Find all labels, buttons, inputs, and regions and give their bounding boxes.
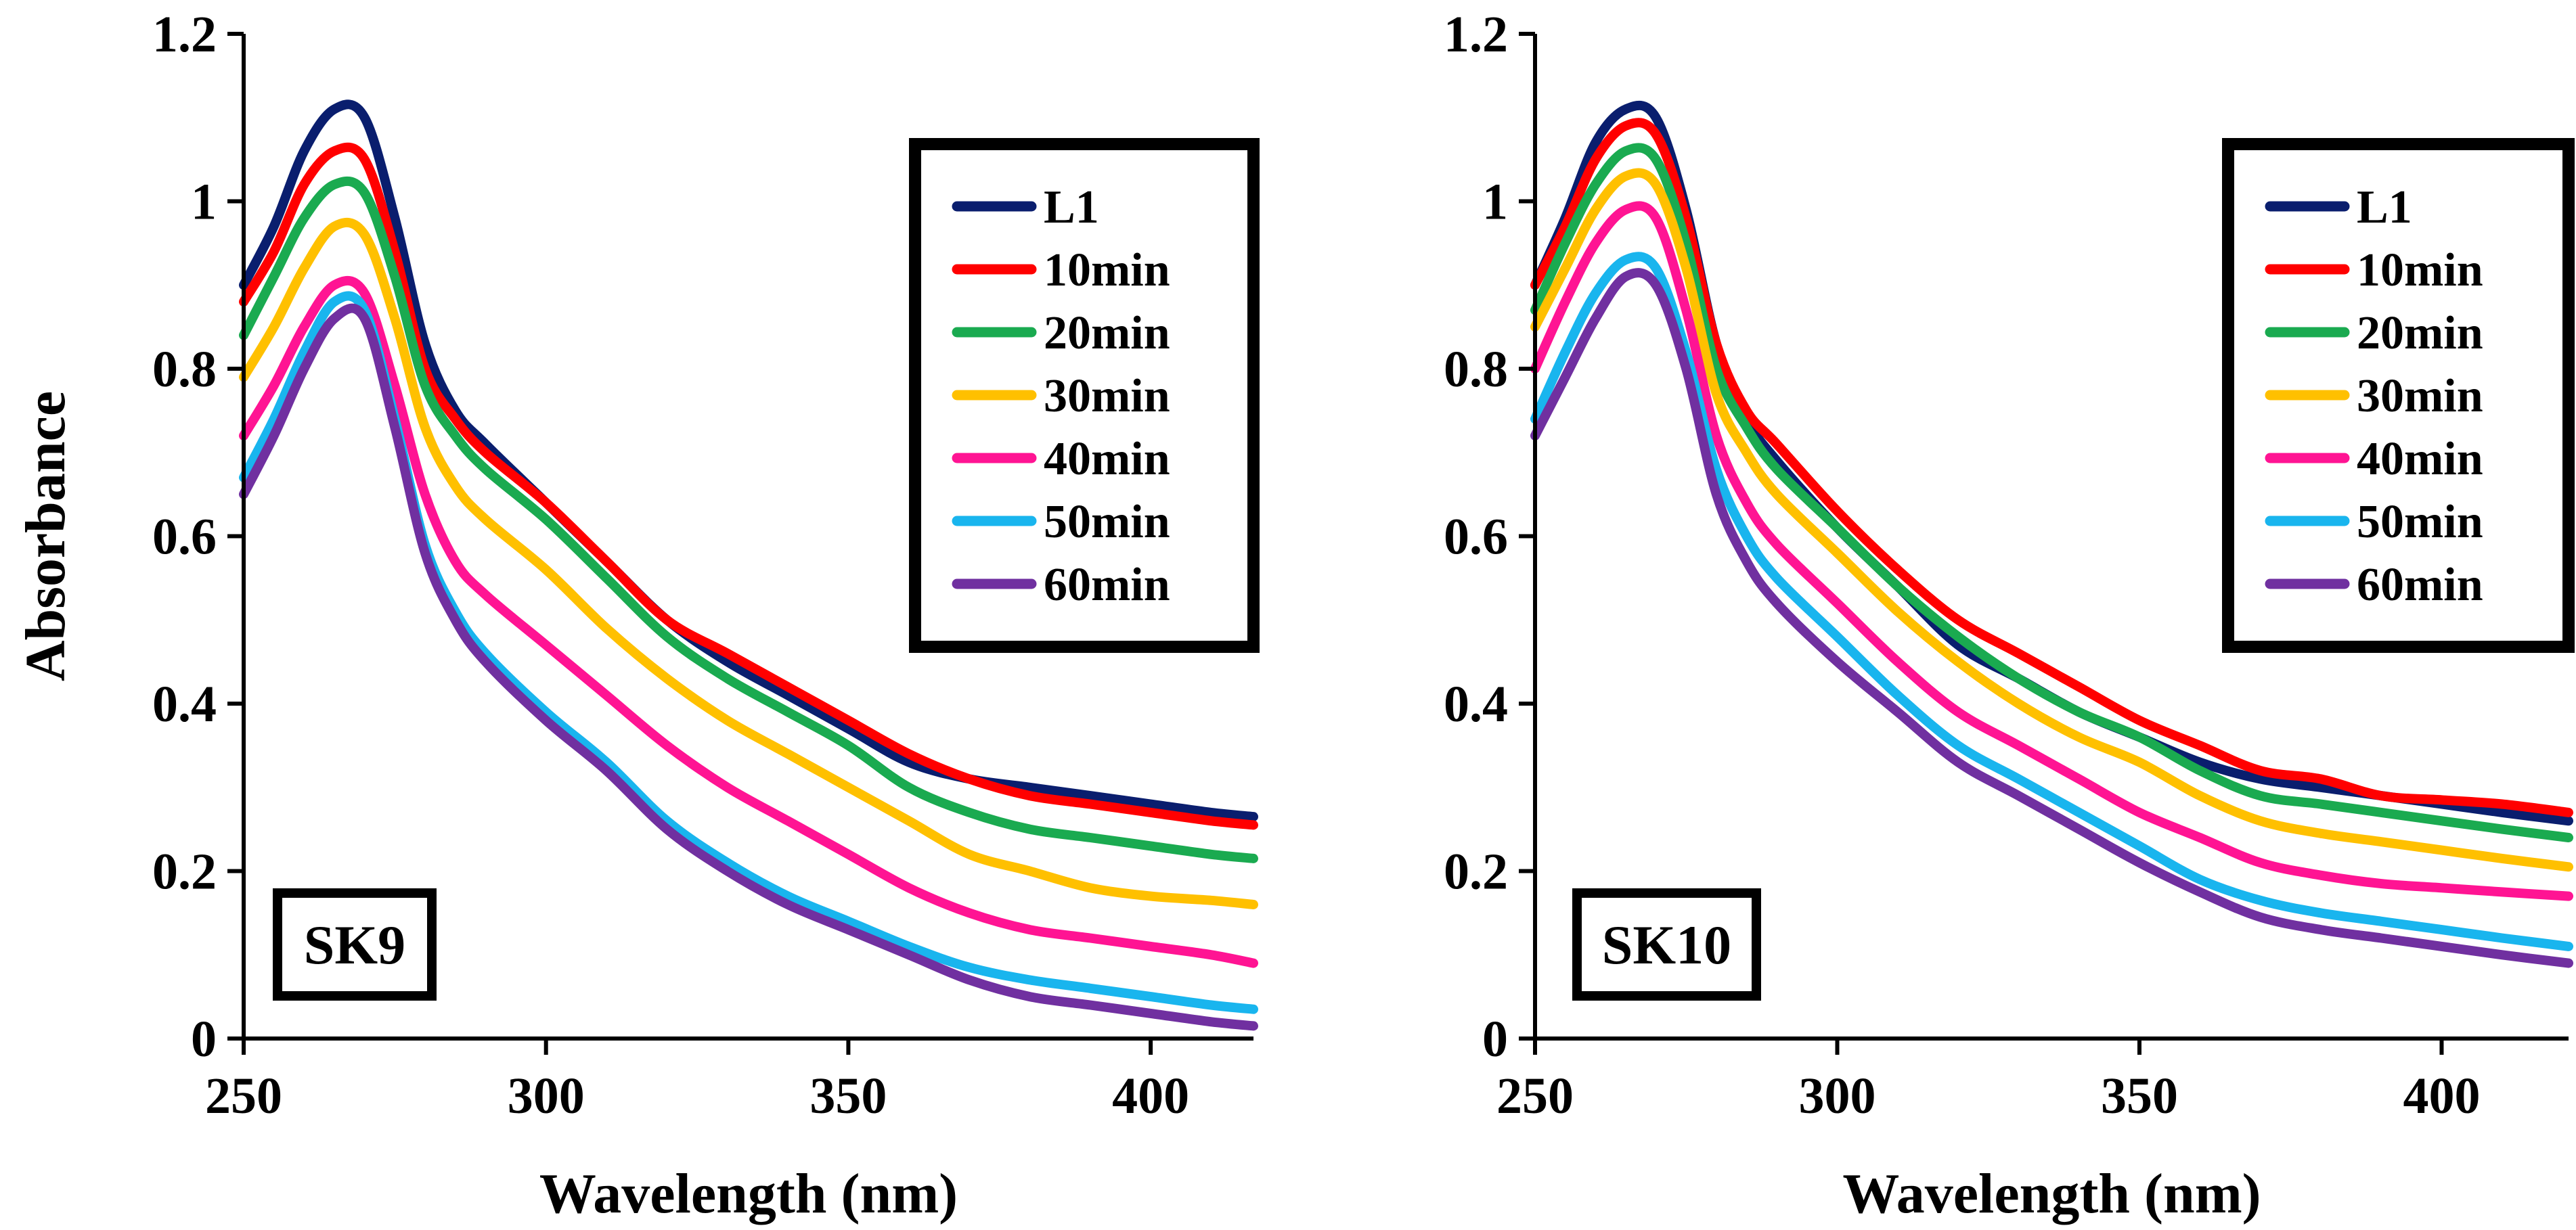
chart-panel-sk10: 0 0.2 0.4 0.6 0.8 1 1.2 250 300 350 400 Wavelength … [1444, 6, 2575, 1225]
legend-label: 40min [1044, 433, 1170, 485]
series-line-20min [1530, 143, 2573, 842]
legend-label: 30min [1044, 370, 1170, 422]
y-tick-label: 1.2 [152, 6, 217, 63]
legend-item: L1 [952, 181, 1099, 233]
series-line-10min [239, 142, 1258, 830]
series-line-60min [239, 303, 1258, 1031]
legend-label: L1 [1044, 181, 1099, 233]
y-tick-label: 0 [1482, 1011, 1508, 1068]
legend-item: 20min [952, 307, 1170, 359]
legend: L1 10min 20min 30min 40min 50min 60min [909, 138, 1260, 653]
panel-label-box [1572, 888, 1761, 1001]
y-tick-label: 1.2 [1444, 6, 1508, 63]
panel-label-box [273, 888, 437, 1001]
x-axis-title: Wavelength (nm) [1842, 1162, 2261, 1225]
legend-label: 50min [2357, 496, 2483, 548]
legend-item: L1 [2265, 181, 2412, 233]
series-lines [239, 99, 1258, 1031]
legend-item: 40min [952, 433, 1170, 485]
legend-label: 20min [2357, 307, 2483, 359]
legend-item: 50min [2265, 496, 2483, 548]
x-axis-title: Wavelength (nm) [539, 1162, 958, 1225]
x-tick-label: 400 [1112, 1068, 1189, 1124]
series-line-50min [239, 291, 1258, 1014]
x-tick-label: 300 [508, 1068, 585, 1124]
y-axis-title: Absorbance [14, 391, 77, 681]
legend-label: 50min [1044, 496, 1170, 548]
panel-label: SK9 [304, 914, 405, 976]
y-tick-label: 0.2 [152, 844, 217, 901]
legend-label: 30min [2357, 370, 2483, 422]
legend-label: 10min [1044, 244, 1170, 296]
y-tick-label: 0.4 [1444, 676, 1508, 733]
legend-item: 10min [2265, 244, 2483, 296]
legend-item: 20min [2265, 307, 2483, 359]
legend-item: 40min [2265, 433, 2483, 485]
series-line-40min [239, 276, 1258, 968]
y-tick-label: 0.4 [152, 676, 217, 733]
legend-label: 40min [2357, 433, 2483, 485]
legend-label: L1 [2357, 181, 2412, 233]
x-tick-label: 300 [1798, 1068, 1875, 1124]
y-tick-label: 1 [1482, 174, 1508, 231]
y-tick-label: 0.6 [1444, 509, 1508, 566]
legend-item: 30min [2265, 370, 2483, 422]
y-tick-label: 0.8 [1444, 341, 1508, 398]
series-line-30min [1530, 168, 2573, 872]
legend-item: 10min [952, 244, 1170, 296]
legend-item: 50min [952, 496, 1170, 548]
series-lines [1530, 100, 2573, 968]
x-tick-label: 350 [2101, 1068, 2178, 1124]
x-tick-label: 250 [205, 1068, 282, 1124]
y-tick-label: 0.8 [152, 341, 217, 398]
x-tick-label: 400 [2403, 1068, 2480, 1124]
series-line-10min [1530, 118, 2573, 817]
legend-label: 20min [1044, 307, 1170, 359]
legend-item: 60min [952, 559, 1170, 611]
series-line-60min [1530, 268, 2573, 968]
legend-label: 10min [2357, 244, 2483, 296]
legend-label: 60min [1044, 559, 1170, 611]
legend-item: 30min [952, 370, 1170, 422]
y-tick-label: 0 [191, 1011, 217, 1068]
x-tick-label: 350 [809, 1068, 887, 1124]
panel-label: SK10 [1602, 914, 1731, 976]
chart-panel-sk9: 0 0.2 0.4 0.6 0.8 1 1.2 250 300 350 400 Wavelength … [14, 6, 1260, 1225]
series-line-50min [1530, 252, 2573, 951]
legend: L1 10min 20min 30min 40min 50min 60min [2222, 138, 2575, 653]
y-tick-label: 0.2 [1444, 844, 1508, 901]
y-tick-label: 1 [191, 174, 217, 231]
x-tick-label: 250 [1496, 1068, 1574, 1124]
series-line-20min [239, 176, 1258, 863]
series-line-40min [1530, 201, 2573, 901]
series-line-30min [239, 217, 1258, 909]
y-tick-label: 0.6 [152, 509, 217, 566]
legend-label: 60min [2357, 559, 2483, 611]
legend-item: 60min [2265, 559, 2483, 611]
